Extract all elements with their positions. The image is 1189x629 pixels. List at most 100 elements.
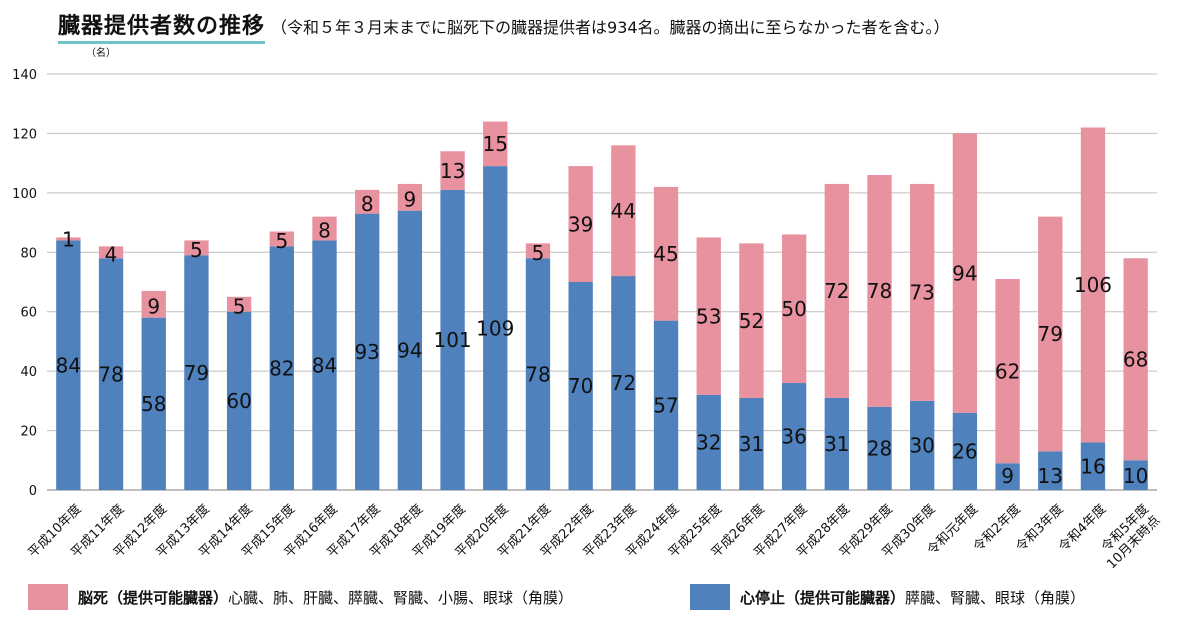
data-label-cardiac: 58 [141,392,166,416]
bar-cardiac [141,317,166,490]
data-label-brain: 9 [404,188,417,212]
data-label-brain: 1 [62,228,75,252]
data-labels: 8417845897956058258489389491011310915785… [56,132,1149,488]
chart-title: 臓器提供者数の推移 [58,14,266,44]
bar-brain [867,175,892,407]
data-label-cardiac: 93 [354,340,379,364]
bar-cardiac [1038,451,1063,490]
bar-cardiac [952,412,978,490]
y-tick-label: 0 [29,484,37,499]
bar-brain [312,216,337,241]
data-label-cardiac: 32 [696,431,721,455]
bar-brain [184,240,209,256]
y-tick-label: 60 [20,306,37,321]
y-tick-label: 40 [20,365,37,380]
legend-cardiac-organs: 膵臓、腎臓、眼球（角膜） [905,588,1086,607]
bar-cardiac [824,397,849,490]
y-tick-label: 140 [12,68,37,83]
data-label-cardiac: 13 [1038,464,1063,488]
data-label-cardiac: 60 [226,389,251,413]
legend-cardiac-arrest: 心停止（提供可能臓器） 膵臓、腎臓、眼球（角膜） [690,583,1085,611]
chart-subtitle: （令和５年３月末までに脳死下の臓器提供者は934名。臓器の摘出に至らなかった者を… [271,18,950,37]
bar-brain [1080,127,1106,443]
data-label-brain: 50 [781,297,806,321]
data-label-cardiac: 79 [184,361,209,385]
data-label-cardiac: 31 [824,432,849,456]
data-label-brain: 5 [190,238,203,262]
data-label-brain: 52 [739,309,764,333]
data-label-cardiac: 16 [1080,454,1105,478]
data-label-brain: 62 [995,359,1020,383]
bar-brain [781,234,807,384]
y-tick-label: 20 [20,425,37,440]
bar-brain [226,296,252,312]
data-label-cardiac: 84 [56,353,81,377]
data-label-brain: 5 [275,229,288,253]
bar-cardiac [483,166,508,490]
y-tick-label: 80 [20,246,37,261]
bar-brain [952,133,978,413]
y-axis-unit: （名） [86,48,116,59]
bar-cardiac [568,282,593,490]
data-label-brain: 73 [909,281,934,305]
data-label-cardiac: 57 [653,394,678,418]
bar-cardiac [995,463,1020,490]
legend-brain-death: 脳死（提供可能臓器） 心臓、肺、肝臓、膵臓、腎臓、小腸、眼球（角膜） [28,583,573,611]
data-label-cardiac: 109 [476,316,514,340]
bar-brain [568,166,593,282]
legend-swatch-brain [28,584,68,610]
data-label-brain: 79 [1038,322,1063,346]
data-label-brain: 8 [361,192,374,216]
y-tick-label: 120 [12,127,37,142]
data-label-brain: 94 [952,261,977,285]
data-label-cardiac: 78 [98,362,123,386]
data-label-brain: 72 [824,279,849,303]
bar-brain [995,279,1020,464]
data-label-cardiac: 28 [867,437,892,461]
bar-brain [824,183,849,398]
bar-cardiac [867,406,892,490]
bar-cardiac [781,383,807,490]
data-label-brain: 44 [611,199,636,223]
bar-brain [696,237,721,395]
bar-cardiac [525,258,551,490]
data-label-brain: 15 [483,132,508,156]
bar-brain [56,237,81,241]
data-label-cardiac: 94 [397,339,422,363]
data-label-brain: 78 [867,279,892,303]
data-label-brain: 9 [147,294,160,318]
x-axis-ticks: 平成10年度平成11年度平成12年度平成13年度平成14年度平成15年度平成16… [25,501,1163,572]
bar-cardiac [1080,442,1106,490]
bar-brain [525,243,551,259]
data-label-brain: 68 [1123,347,1148,371]
data-label-cardiac: 30 [909,434,934,458]
data-label-cardiac: 72 [611,371,636,395]
data-label-cardiac: 31 [739,432,764,456]
bar-cardiac [1123,460,1148,490]
bar-brain [611,145,636,277]
data-label-cardiac: 10 [1123,464,1148,488]
data-label-brain: 5 [233,294,246,318]
bar-cardiac [653,320,679,490]
data-label-brain: 13 [440,159,465,183]
bar-brain [98,246,124,259]
bar-cardiac [226,311,252,490]
data-label-cardiac: 26 [952,440,977,464]
bar-brain [141,290,166,318]
bar-cardiac [611,276,636,490]
bar-cardiac [397,210,423,490]
data-label-cardiac: 70 [568,374,593,398]
bar-cardiac [56,240,81,490]
bar-cardiac [739,397,764,490]
title-row: 臓器提供者数の推移 （令和５年３月末までに脳死下の臓器提供者は934名。臓器の摘出… [58,8,950,44]
data-label-cardiac: 84 [312,353,337,377]
data-label-cardiac: 36 [781,425,806,449]
data-label-cardiac: 9 [1001,464,1014,488]
data-label-cardiac: 82 [269,356,294,380]
data-label-brain: 39 [568,212,593,236]
legend-cardiac-title: 心停止（提供可能臓器） [740,588,906,607]
bar-brain [269,231,294,247]
bar-brain [910,183,935,401]
bars [56,121,1148,490]
